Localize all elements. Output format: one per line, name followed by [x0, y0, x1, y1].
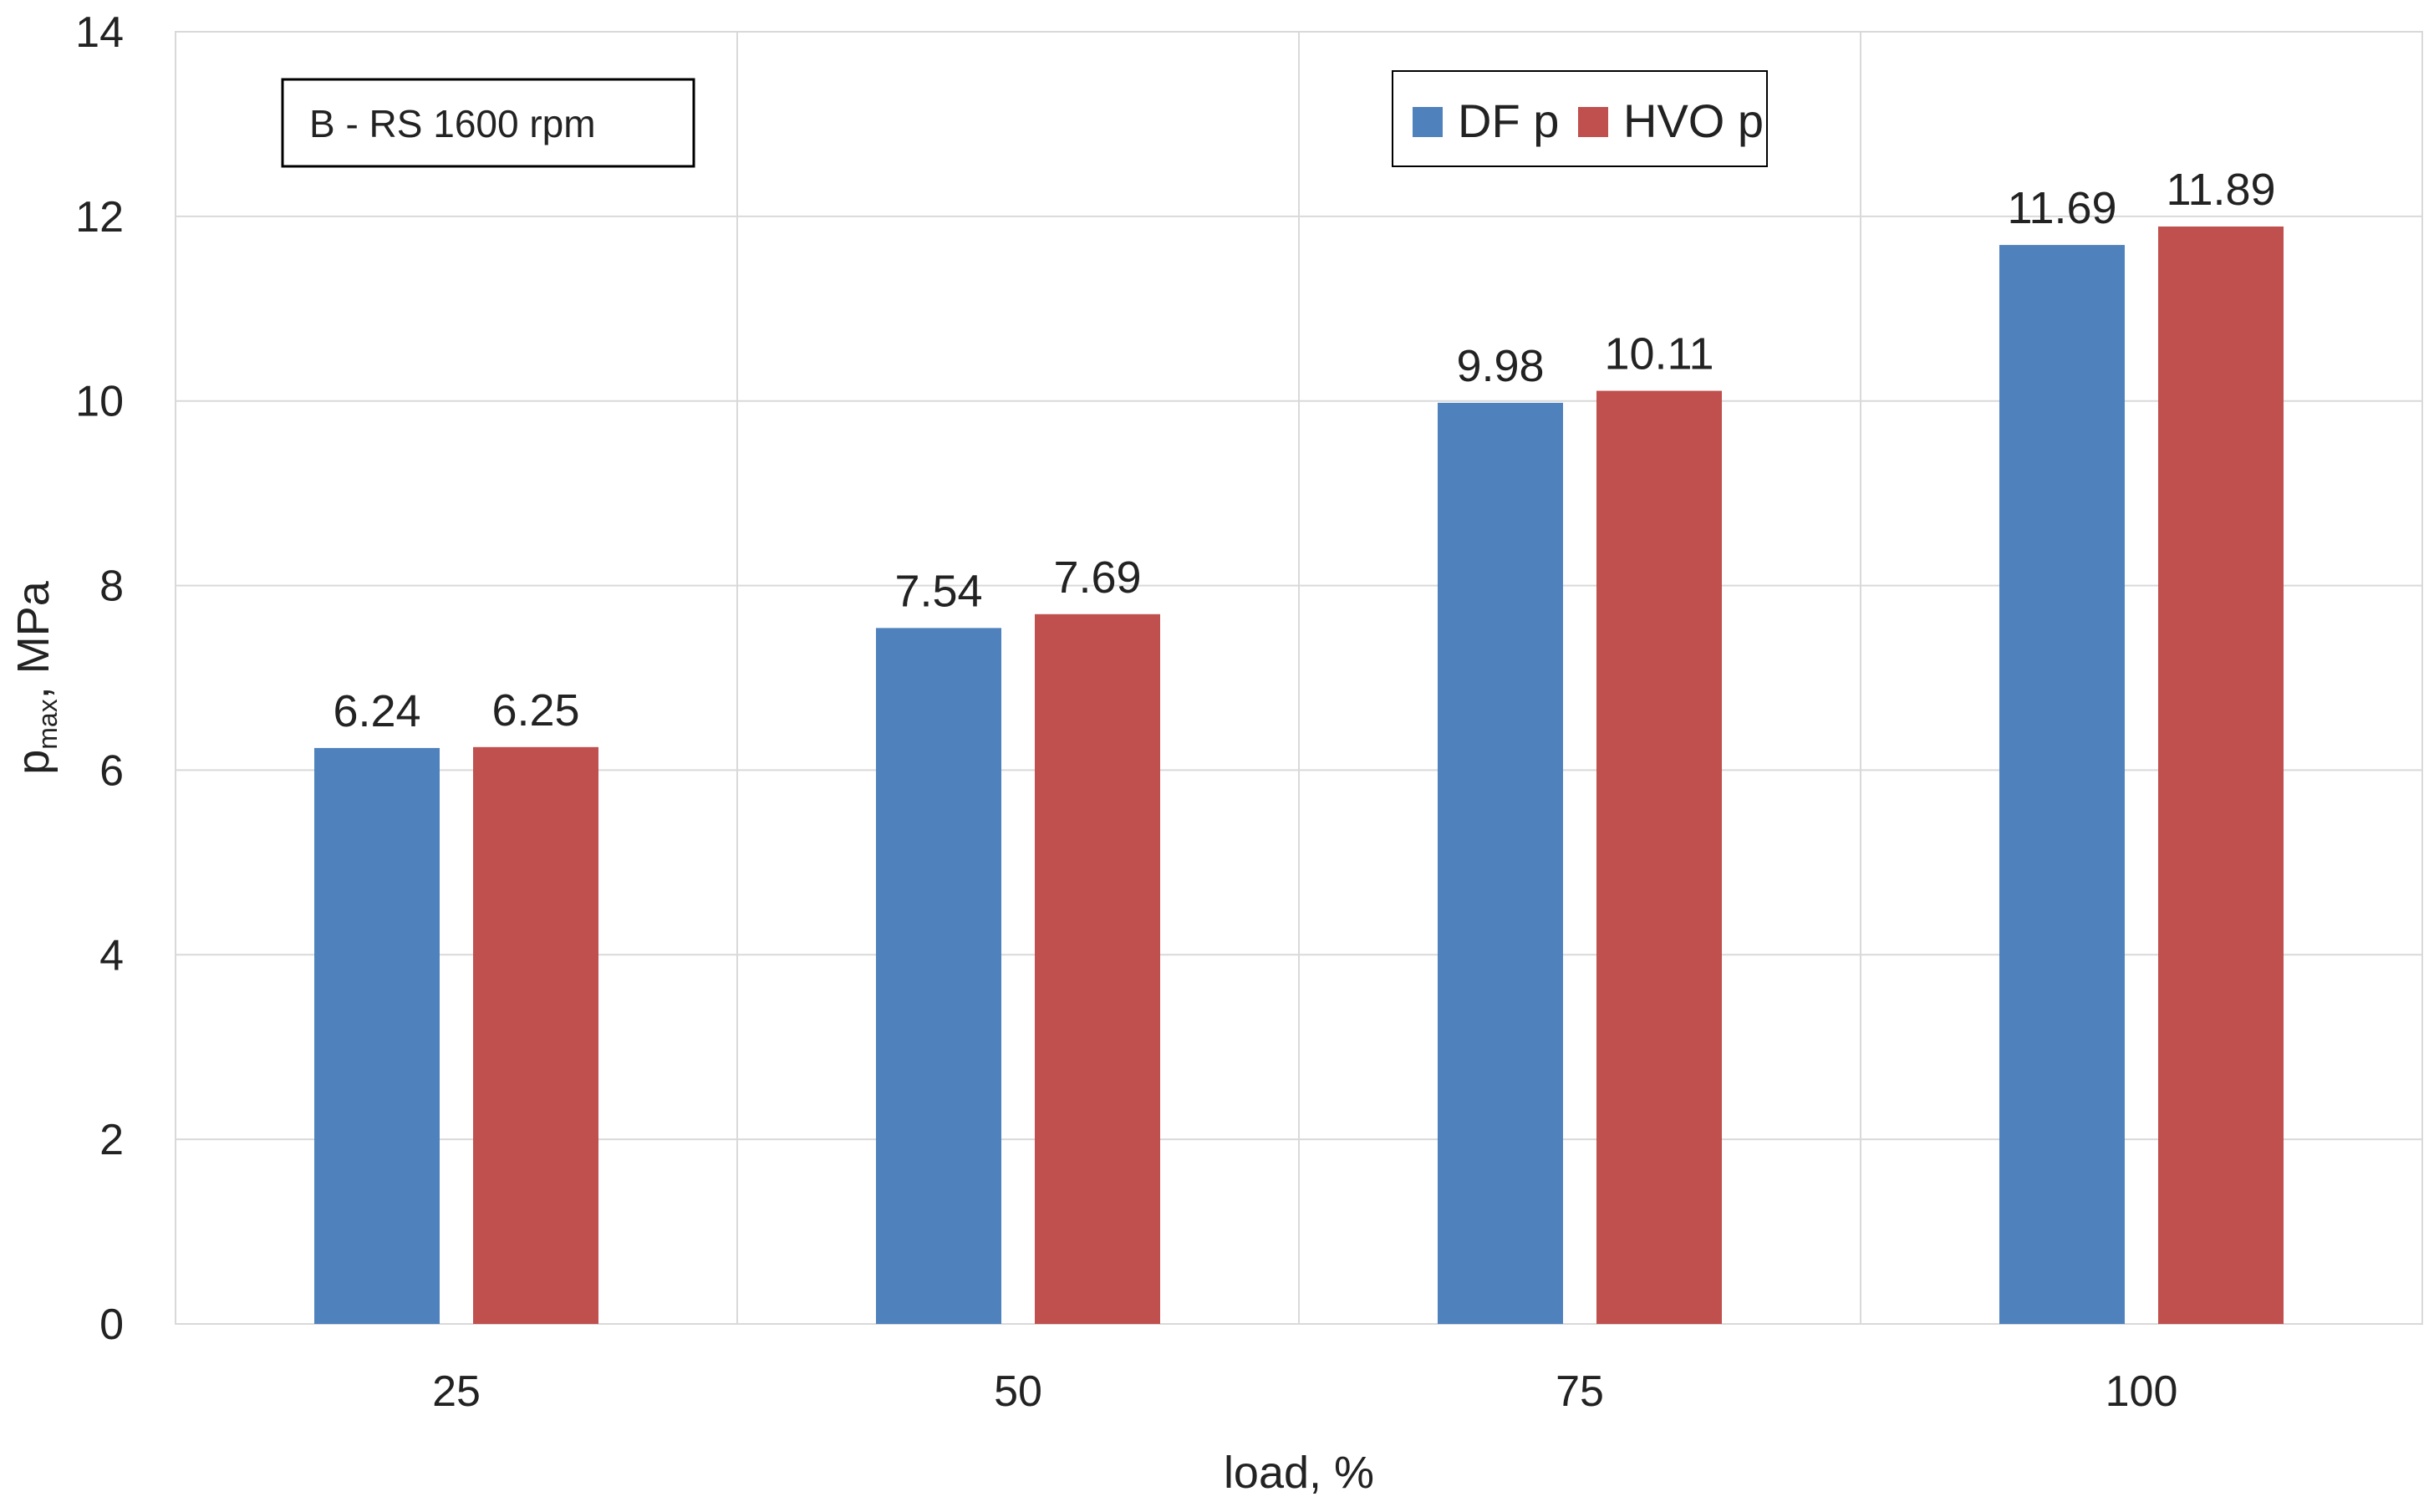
bar — [314, 747, 440, 1324]
y-axis-title-main: p — [8, 750, 59, 775]
x-axis-title: load, % — [1224, 1448, 1374, 1498]
y-axis-title-suffix: , MPa — [8, 580, 59, 699]
bar — [473, 746, 598, 1324]
legend-swatch-df — [1413, 107, 1443, 137]
data-label: 7.69 — [1053, 552, 1141, 603]
y-tick-label: 12 — [75, 193, 124, 242]
x-tick-label: 75 — [1556, 1367, 1604, 1416]
bar — [876, 628, 1001, 1324]
plot-border — [175, 31, 2423, 1325]
y-tick-label: 0 — [99, 1301, 124, 1349]
plot-area — [175, 31, 2423, 1325]
bar — [1999, 245, 2125, 1325]
y-tick-label: 4 — [99, 931, 124, 980]
data-labels: 6.24 6.25 7.54 7.69 9.98 10.11 11.69 11.89 — [333, 165, 2275, 736]
bar — [1035, 613, 1160, 1324]
legend-label-df: DF p — [1458, 94, 1559, 147]
legend-swatch-hvo — [1578, 107, 1608, 137]
y-tick-label: 2 — [99, 1116, 124, 1164]
y-axis-title-subscript: max — [33, 699, 63, 749]
y-axis: 0 2 4 6 8 10 12 14 — [75, 8, 124, 1349]
data-label: 10.11 — [1604, 329, 1713, 379]
data-label: 6.25 — [491, 685, 579, 736]
data-label: 7.54 — [894, 566, 982, 616]
legend: DF p HVO p — [1392, 70, 1768, 167]
y-tick-label: 10 — [75, 378, 124, 426]
data-label: 11.89 — [2166, 165, 2275, 215]
bar — [1596, 390, 1722, 1324]
x-tick-label: 50 — [994, 1367, 1042, 1416]
x-axis: 25 50 75 100 — [432, 1367, 2177, 1416]
bars — [314, 227, 2284, 1325]
bar — [2158, 227, 2284, 1324]
bar — [1438, 402, 1563, 1324]
x-tick-label: 100 — [2106, 1367, 2178, 1416]
annotation-text: B - RS 1600 rpm — [309, 102, 596, 145]
x-tick-label: 25 — [432, 1367, 481, 1416]
data-label: 6.24 — [333, 686, 420, 736]
y-tick-label: 8 — [99, 563, 124, 611]
y-tick-label: 6 — [99, 746, 124, 795]
legend-label-hvo: HVO p — [1623, 94, 1764, 147]
annotation-box: B - RS 1600 rpm — [281, 78, 695, 168]
data-label: 9.98 — [1456, 341, 1544, 391]
y-tick-label: 14 — [75, 8, 124, 57]
y-axis-title: pmax, MPa — [8, 580, 63, 775]
annotation-frame — [281, 78, 695, 168]
data-label: 11.69 — [2007, 183, 2116, 233]
